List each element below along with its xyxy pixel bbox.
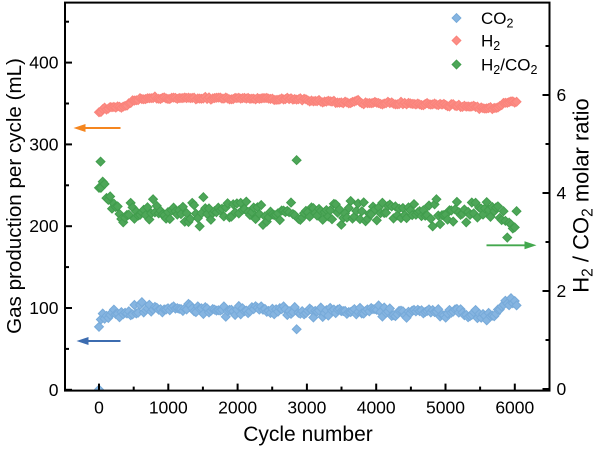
- svg-text:Cycle number: Cycle number: [243, 423, 373, 446]
- svg-text:6: 6: [557, 85, 567, 105]
- svg-text:3000: 3000: [287, 398, 326, 418]
- svg-text:0: 0: [94, 398, 104, 418]
- svg-text:H2 / CO2 molar ratio: H2 / CO2 molar ratio: [569, 98, 597, 293]
- svg-text:6000: 6000: [495, 398, 534, 418]
- svg-text:Gas production per cycle (mL): Gas production per cycle (mL): [3, 58, 26, 334]
- svg-text:1000: 1000: [149, 398, 188, 418]
- svg-text:4: 4: [557, 183, 567, 203]
- svg-text:300: 300: [29, 134, 58, 154]
- svg-text:0: 0: [557, 379, 567, 399]
- svg-text:4000: 4000: [357, 398, 396, 418]
- svg-text:400: 400: [29, 53, 58, 73]
- svg-text:200: 200: [29, 216, 58, 236]
- svg-text:5000: 5000: [426, 398, 465, 418]
- svg-text:CO2: CO2: [481, 9, 514, 31]
- svg-text:100: 100: [29, 298, 58, 318]
- svg-text:2: 2: [557, 281, 567, 301]
- svg-text:H2/CO2: H2/CO2: [481, 56, 537, 78]
- svg-text:0: 0: [49, 380, 59, 400]
- svg-text:2000: 2000: [218, 398, 257, 418]
